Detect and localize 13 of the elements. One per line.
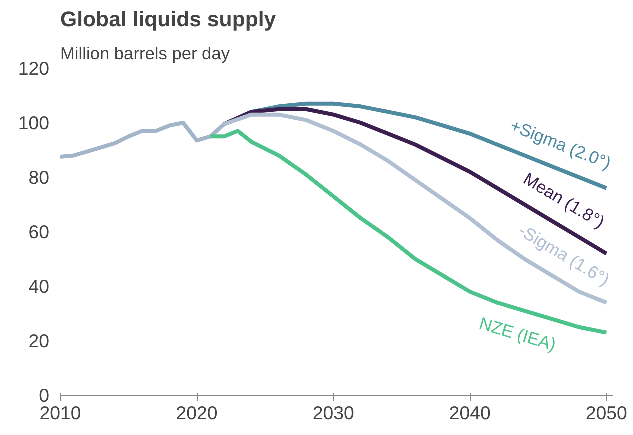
y-tick-label: 120 (18, 58, 50, 79)
x-tick-label: 2050 (586, 402, 628, 424)
y-tick-label: 80 (28, 167, 50, 188)
y-tick-label: 20 (28, 330, 50, 352)
y-tick-label: 40 (28, 276, 50, 297)
x-tick-label: 2040 (449, 402, 491, 424)
x-tick-label: 2020 (176, 402, 218, 424)
x-tick-label: 2030 (312, 402, 354, 424)
y-tick-label: 60 (28, 222, 50, 242)
chart-title: Global liquids supply (60, 8, 276, 32)
y-tick-label: 100 (18, 112, 50, 134)
chart-subtitle: Million barrels per day (60, 44, 230, 64)
text: NZE (IEA) (477, 313, 559, 355)
